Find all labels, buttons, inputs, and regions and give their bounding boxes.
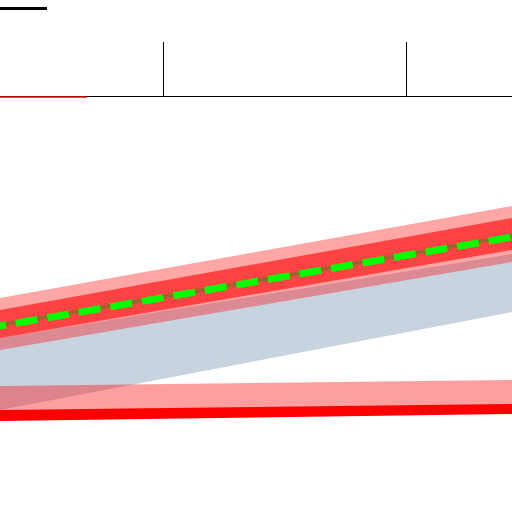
red-band-lower-translucent — [0, 380, 512, 410]
red-band-lower-solid — [0, 404, 512, 421]
slate-band — [0, 254, 512, 410]
centerline-dashed-green — [0, 233, 512, 330]
